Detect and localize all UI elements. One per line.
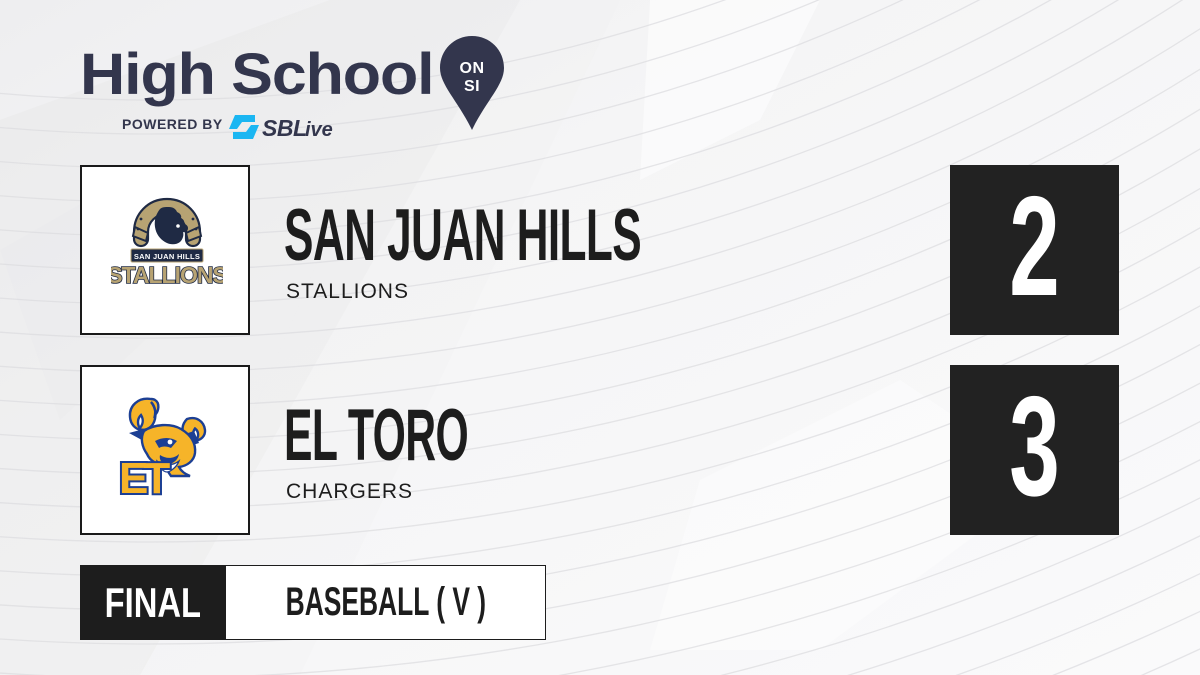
svg-text:ET: ET — [119, 454, 170, 503]
svg-text:SBL: SBL — [262, 115, 307, 140]
svg-text:SI: SI — [464, 78, 480, 95]
svg-text:ON: ON — [460, 60, 485, 77]
svg-text:STALLIONS: STALLIONS — [111, 262, 223, 288]
svg-text:SAN JUAN HILLS: SAN JUAN HILLS — [134, 252, 200, 261]
svg-text:ive: ive — [305, 119, 333, 140]
